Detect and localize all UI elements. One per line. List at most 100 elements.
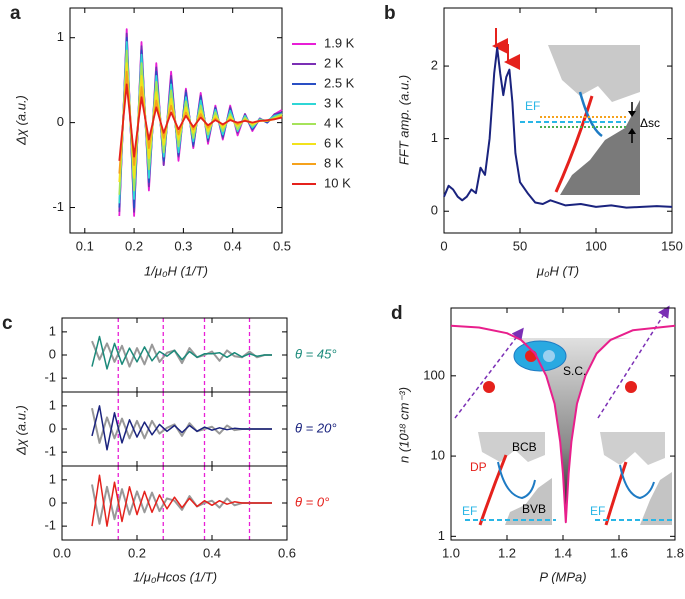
electron	[625, 381, 637, 393]
annotation: EF	[590, 504, 605, 518]
dirac-line	[554, 95, 594, 193]
series-line	[118, 83, 283, 161]
panel-label: d	[391, 303, 403, 324]
y-axis-label: Δχ (a.u.)	[13, 95, 28, 146]
series-line	[91, 405, 272, 451]
panel-series-label: θ = 45°	[295, 346, 337, 361]
band-shape	[640, 472, 672, 525]
legend-label: 10 K	[324, 175, 351, 190]
x-tick-label: 0.2	[128, 545, 146, 560]
panel-label: b	[384, 3, 396, 24]
gap-arrow	[628, 128, 636, 134]
x-tick-label: 0.0	[53, 545, 71, 560]
y-tick-label: 1	[49, 471, 56, 486]
y-tick-label: 0	[431, 203, 438, 218]
x-tick-label: 0.4	[203, 545, 221, 560]
gap-arrow	[628, 111, 636, 117]
legend-label: 3 K	[324, 95, 344, 110]
dirac-line	[478, 454, 508, 526]
annotation: BVB	[522, 502, 546, 516]
y-tick-label: -1	[44, 518, 56, 533]
dirac-line	[604, 461, 628, 526]
y-axis-label: FFT amp. (a.u.)	[396, 75, 411, 165]
x-tick-label: 50	[513, 238, 527, 253]
series-line	[443, 46, 673, 209]
x-axis-label: 1/μ₀Hcos (1/T)	[133, 569, 217, 584]
band-curve	[578, 91, 603, 138]
cooper-pair	[513, 340, 567, 372]
inset-d	[454, 305, 672, 526]
annotation: EF	[525, 99, 540, 113]
y-tick-label: -1	[44, 444, 56, 459]
x-tick-label: 1.8	[666, 545, 684, 560]
legend-label: 1.9 K	[324, 35, 355, 50]
plot-frame	[69, 7, 283, 234]
x-tick-label: 150	[661, 238, 683, 253]
panel-label: a	[10, 3, 21, 24]
x-tick-label: 0.1	[76, 238, 94, 253]
band-curve	[619, 464, 655, 500]
band-curve	[497, 461, 536, 500]
x-tick-label: 0.3	[174, 238, 192, 253]
legend-label: 2.5 K	[324, 75, 355, 90]
x-tick-label: 1.0	[442, 545, 460, 560]
x-tick-label: 0.2	[125, 238, 143, 253]
y-tick-label: 0	[49, 494, 56, 509]
legend-label: 6 K	[324, 135, 344, 150]
series-line	[91, 335, 272, 370]
x-tick-label: 100	[585, 238, 607, 253]
panel-label: c	[2, 313, 13, 334]
x-axis-label: P (MPa)	[539, 569, 586, 584]
x-axis-label: μ₀H (T)	[536, 263, 579, 278]
y-tick-label: -1	[44, 370, 56, 385]
y-tick-label: 1	[438, 528, 445, 543]
annotation: Δsc	[640, 116, 660, 130]
series-line	[450, 324, 676, 524]
y-tick-label: 0	[49, 346, 56, 361]
y-tick-label: 1	[49, 397, 56, 412]
band-shape	[600, 432, 665, 465]
annotation: DP	[470, 460, 487, 474]
y-tick-label: 100	[423, 367, 445, 382]
motion-arrow	[597, 305, 670, 419]
x-tick-label: 1.6	[610, 545, 628, 560]
band-shape	[548, 45, 640, 102]
annotation: EF	[462, 504, 477, 518]
x-tick-label: 0.6	[278, 545, 296, 560]
series-line	[91, 474, 272, 527]
y-tick-label: 1	[49, 323, 56, 338]
y-tick-label: 0	[49, 420, 56, 435]
y-axis-label: Δχ (a.u.)	[13, 405, 28, 456]
x-tick-label: 1.2	[498, 545, 516, 560]
electron	[543, 350, 555, 362]
panel-series-label: θ = 20°	[295, 420, 337, 435]
x-axis-label: 1/μ₀H (1/T)	[144, 263, 208, 278]
y-tick-label: 10	[431, 448, 445, 463]
inset-b	[492, 28, 640, 195]
y-tick-label: -1	[52, 199, 64, 214]
annotation: BCB	[512, 440, 537, 454]
motion-arrow	[454, 327, 524, 419]
band-shape	[478, 432, 545, 462]
y-axis-label: n (10¹⁸ cm⁻³)	[396, 387, 411, 463]
x-tick-label: 0.4	[224, 238, 242, 253]
legend-label: 2 K	[324, 55, 344, 70]
legend-label: 4 K	[324, 115, 344, 130]
x-tick-label: 1.4	[554, 545, 572, 560]
band-shape	[560, 100, 640, 195]
annotation: S.C.	[563, 364, 586, 378]
plot-frame	[443, 7, 673, 234]
x-tick-label: 0.5	[273, 238, 291, 253]
y-tick-label: 1	[57, 29, 64, 44]
x-tick-label: 0	[440, 238, 447, 253]
electron	[483, 381, 495, 393]
panel-series-label: θ = 0°	[295, 494, 329, 509]
funnel-area	[451, 338, 675, 523]
y-tick-label: 1	[431, 130, 438, 145]
legend-label: 8 K	[324, 155, 344, 170]
band-shape	[505, 478, 552, 525]
fit-line	[91, 407, 272, 444]
y-tick-label: 0	[57, 114, 64, 129]
y-tick-label: 2	[431, 58, 438, 73]
